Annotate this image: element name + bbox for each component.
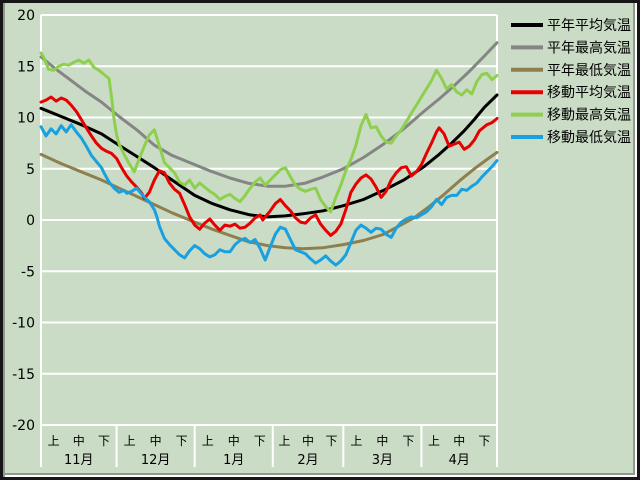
x-axis-jun-label: 下 — [326, 434, 338, 448]
y-axis-tick-label: -5 — [21, 264, 35, 280]
y-axis-tick-label: 0 — [26, 213, 35, 229]
x-axis-jun-label: 中 — [302, 433, 314, 448]
x-axis-month-label: 11月 — [64, 453, 94, 468]
legend-label: 平年最高気温 — [547, 39, 631, 56]
x-axis-month-label: 1月 — [223, 453, 244, 468]
x-axis-jun-label: 中 — [73, 433, 85, 448]
x-axis-jun-label: 上 — [350, 434, 362, 448]
series-line-移動最高気温 — [39, 51, 499, 214]
temperature-line-chart: 20151050-5-10-15-20上中下11月上中下12月上中下1月上中下2… — [12, 8, 631, 468]
series-line-移動平均気温 — [39, 95, 499, 237]
x-axis-jun-label: 上 — [279, 434, 291, 448]
series-line-平年最低気温 — [39, 150, 499, 251]
x-axis-month-label: 3月 — [372, 453, 393, 468]
legend-label: 移動平均気温 — [547, 85, 631, 101]
x-axis-jun-label: 下 — [254, 434, 266, 448]
series-line-平年最高気温 — [39, 41, 499, 188]
x-axis-month-label: 12月 — [141, 453, 171, 468]
x-axis-jun-label: 中 — [150, 433, 162, 448]
x-axis-jun-label: 下 — [98, 434, 110, 448]
x-axis-jun-label: 中 — [453, 433, 465, 448]
x-axis-jun-label: 下 — [176, 434, 188, 448]
y-axis-tick-label: 5 — [26, 162, 35, 178]
x-axis-month-label: 2月 — [297, 453, 318, 468]
y-axis-tick-label: -15 — [12, 367, 35, 383]
y-axis-tick-label: 10 — [17, 111, 35, 127]
y-axis-tick-label: -20 — [12, 418, 35, 434]
x-axis-jun-label: 中 — [376, 433, 388, 448]
x-axis-jun-label: 中 — [228, 433, 240, 448]
x-axis-jun-label: 上 — [428, 434, 440, 448]
legend-label: 移動最低気温 — [547, 130, 631, 146]
y-axis-tick-label: 15 — [17, 59, 35, 75]
x-axis-jun-label: 上 — [124, 434, 136, 448]
y-axis-tick-label: 20 — [17, 8, 35, 24]
x-axis-jun-label: 上 — [202, 434, 214, 448]
series-line-移動最低気温 — [39, 123, 499, 267]
x-axis-jun-label: 下 — [478, 434, 490, 448]
series-line-平年平均気温 — [39, 93, 499, 219]
x-axis-jun-label: 上 — [48, 434, 60, 448]
x-axis-month-label: 4月 — [449, 453, 470, 468]
x-axis-jun-label: 下 — [402, 434, 414, 448]
legend-label: 平年最低気温 — [547, 63, 631, 79]
y-axis-tick-label: -10 — [12, 316, 35, 332]
legend-label: 平年平均気温 — [547, 18, 631, 34]
legend-label: 移動最高気温 — [547, 107, 631, 124]
